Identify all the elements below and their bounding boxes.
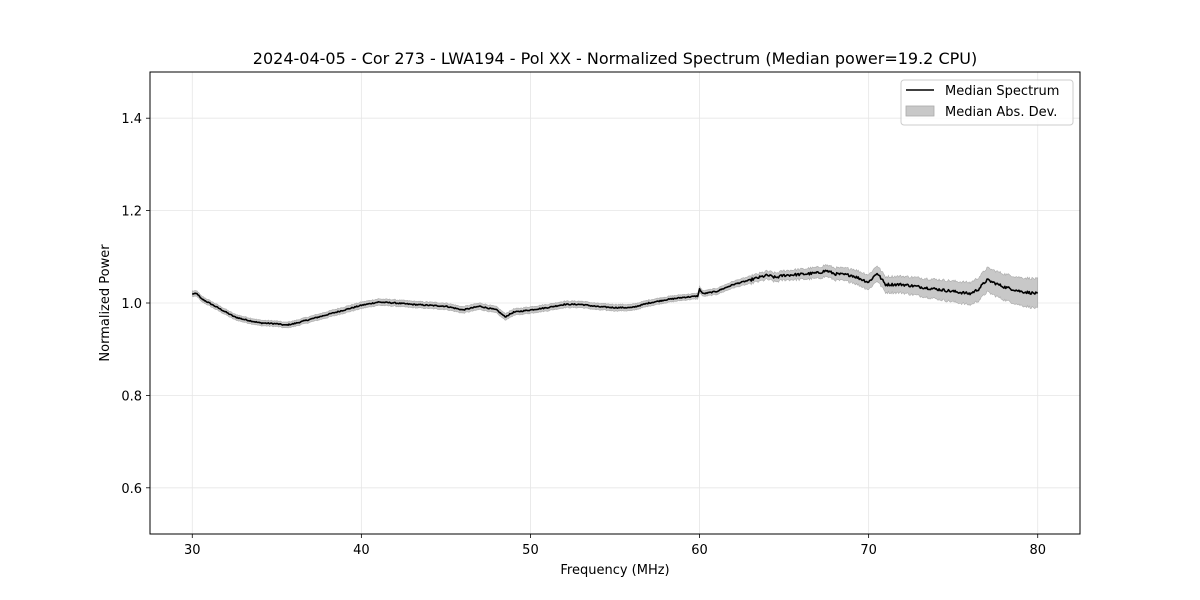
y-axis-ticks: 0.6 0.8 1.0 1.2 1.4	[121, 112, 150, 497]
legend-band-swatch	[905, 105, 935, 117]
median-line-layer	[191, 269, 1039, 326]
y-tick-label: 0.6	[121, 482, 142, 497]
y-tick-label: 1.2	[121, 205, 142, 220]
legend-label-median-abs-dev: Median Abs. Dev.	[945, 105, 1057, 120]
mad-band	[191, 264, 1039, 329]
x-tick-label: 50	[522, 543, 539, 558]
x-tick-label: 80	[1029, 543, 1046, 558]
y-tick-label: 1.0	[121, 297, 142, 312]
legend-label-median-spectrum: Median Spectrum	[945, 84, 1059, 99]
x-tick-label: 70	[860, 543, 877, 558]
median-spectrum-line	[191, 269, 1039, 326]
x-tick-label: 60	[691, 543, 708, 558]
x-axis-ticks: 30 40 50 60 70 80	[184, 534, 1046, 558]
chart-title: 2024-04-05 - Cor 273 - LWA194 - Pol XX -…	[253, 49, 977, 68]
x-tick-label: 40	[353, 543, 370, 558]
y-tick-label: 1.4	[121, 112, 142, 127]
x-axis-label: Frequency (MHz)	[560, 563, 669, 578]
legend-box	[900, 79, 1074, 126]
y-tick-label: 0.8	[121, 389, 142, 404]
mad-band-layer	[191, 264, 1039, 329]
x-tick-label: 30	[184, 543, 201, 558]
y-axis-label: Normalized Power	[98, 244, 113, 362]
legend: Median Spectrum Median Abs. Dev.	[900, 79, 1074, 126]
